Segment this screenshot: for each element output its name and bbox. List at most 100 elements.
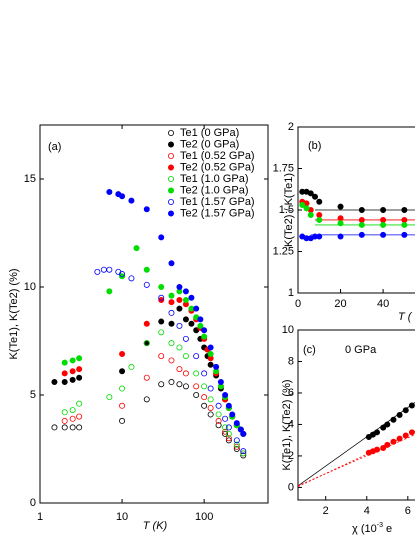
data-point (215, 417, 222, 424)
data-point (182, 316, 189, 323)
data-point (316, 216, 323, 223)
plot-area (298, 402, 415, 487)
data-point (380, 216, 387, 223)
x-tick-label: 6 (405, 505, 411, 517)
data-point (61, 424, 68, 431)
data-point (233, 437, 240, 444)
panel-label: (a) (48, 141, 61, 153)
data-point (94, 268, 101, 275)
data-point (312, 193, 319, 200)
data-point (168, 320, 175, 327)
y-tick-label: 10 (282, 324, 294, 336)
legend-marker (167, 187, 174, 194)
data-point (76, 355, 83, 362)
panel-label: (c) (303, 344, 316, 356)
data-point (215, 411, 222, 418)
data-point (408, 429, 415, 436)
data-point (207, 350, 214, 357)
x-axis-label-sup: -3 (377, 522, 383, 529)
legend-marker (167, 129, 174, 136)
x-axis-label-text: χ (10 (352, 523, 377, 535)
x-tick-label: 20 (334, 298, 346, 310)
data-point (316, 211, 323, 218)
data-point (119, 368, 126, 375)
legend-label: Te1 (0.52 GPa) (180, 150, 255, 162)
y-axis-label: K(Te2) / K(Te1) (283, 173, 295, 247)
data-point (229, 411, 236, 418)
y-tick-label: 10 (24, 281, 36, 293)
data-point (119, 193, 126, 200)
x-axis-label: χ (10-3 e (352, 522, 392, 535)
x-tick-label: 2 (323, 505, 329, 517)
x-tick-label: 1 (37, 511, 43, 523)
data-point (193, 305, 200, 312)
data-point (143, 266, 150, 273)
x-tick-label: 10 (116, 511, 128, 523)
data-point (225, 437, 232, 444)
data-point (61, 409, 68, 416)
data-point (225, 430, 232, 437)
data-point (168, 260, 175, 267)
data-point (201, 383, 208, 390)
data-point (233, 443, 240, 450)
data-point (193, 383, 200, 390)
data-point (182, 370, 189, 377)
data-point (240, 430, 247, 437)
legend-marker (167, 175, 174, 182)
data-point (240, 450, 247, 457)
y-tick-label: 15 (24, 173, 36, 185)
data-point (158, 353, 165, 360)
data-point (176, 296, 183, 303)
data-point (316, 198, 323, 205)
data-point (307, 211, 314, 218)
data-point (168, 299, 175, 306)
data-point (201, 327, 208, 334)
data-point (207, 396, 214, 403)
data-point (233, 420, 240, 427)
data-point (358, 216, 365, 223)
data-point (408, 402, 415, 409)
legend-label: Te1 (0 GPa) (180, 127, 239, 139)
data-point (207, 344, 214, 351)
data-point (176, 366, 183, 373)
y-tick-label: 6 (288, 387, 294, 399)
data-point (128, 197, 135, 204)
data-point (76, 366, 83, 373)
data-point (222, 424, 229, 431)
y-axis-label: K(Te1), K(Te2) (%) (281, 379, 293, 470)
data-point (69, 368, 76, 375)
data-point (358, 231, 365, 238)
data-point (233, 441, 240, 448)
data-point (61, 379, 68, 386)
data-point (182, 296, 189, 303)
data-point (143, 340, 150, 347)
data-point (158, 294, 165, 301)
data-point (143, 320, 150, 327)
data-point (240, 452, 247, 459)
x-axis-label: T (K) (143, 520, 168, 532)
data-point (61, 359, 68, 366)
data-point (358, 221, 365, 228)
data-point (337, 233, 344, 240)
data-point (401, 221, 408, 228)
legend-marker (167, 152, 174, 159)
data-point (402, 432, 409, 439)
data-point (225, 424, 232, 431)
data-point (193, 370, 200, 377)
data-point (380, 221, 387, 228)
data-point (222, 430, 229, 437)
legend-label: Te1 (1.0 GPa) (180, 173, 248, 185)
data-point (237, 426, 244, 433)
data-point (128, 363, 135, 370)
data-point (201, 370, 208, 377)
data-point (69, 357, 76, 364)
y-tick-label: 4 (288, 418, 294, 430)
data-point (176, 322, 183, 329)
data-point (158, 283, 165, 290)
data-point (182, 383, 189, 390)
data-point (119, 385, 126, 392)
data-point (61, 370, 68, 377)
annotation: 0 GPa (345, 344, 377, 356)
data-point (69, 376, 76, 383)
data-point (384, 421, 391, 428)
